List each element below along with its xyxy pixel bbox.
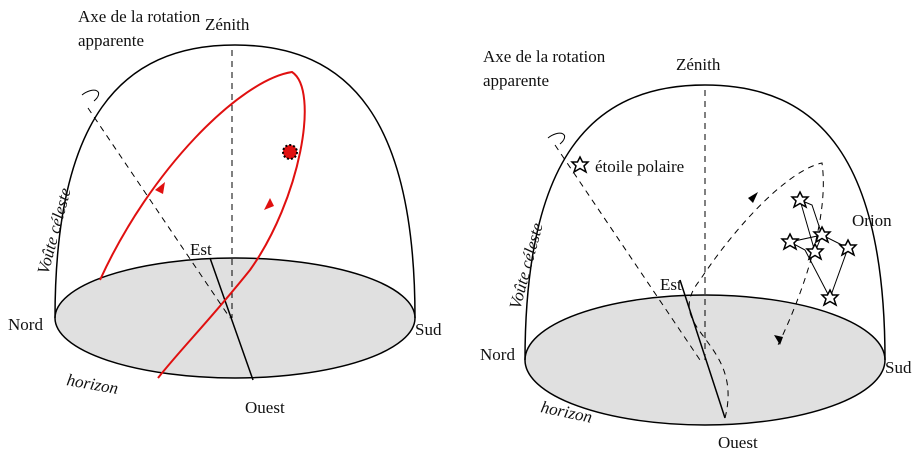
east-label: Est bbox=[190, 240, 212, 259]
orion-label: Orion bbox=[852, 211, 892, 230]
arrow bbox=[774, 335, 783, 345]
arrow bbox=[748, 192, 758, 203]
sun-path bbox=[99, 70, 306, 379]
polaris bbox=[571, 156, 589, 173]
horizon-plane bbox=[54, 257, 416, 379]
axis-label: apparente bbox=[483, 71, 549, 90]
star bbox=[839, 239, 857, 256]
south-label: Sud bbox=[415, 320, 442, 339]
axis-label: Axe de la rotation bbox=[78, 7, 201, 26]
axis-label: Axe de la rotation bbox=[483, 47, 606, 66]
right-diagram: Axe de la rotation apparente Zénith étoi… bbox=[480, 47, 912, 452]
zenith-label: Zénith bbox=[676, 55, 721, 74]
left-diagram: Axe de la rotation apparente Zénith Voût… bbox=[8, 7, 442, 417]
west-label: Ouest bbox=[245, 398, 285, 417]
east-label: Est bbox=[660, 275, 682, 294]
star bbox=[791, 191, 809, 208]
orion-lines bbox=[788, 199, 849, 300]
arrow bbox=[264, 198, 274, 210]
star bbox=[781, 233, 799, 250]
sun bbox=[282, 144, 298, 160]
axis-line bbox=[87, 107, 231, 319]
axis-label: apparente bbox=[78, 31, 144, 50]
north-label: Nord bbox=[8, 315, 43, 334]
star-path bbox=[688, 162, 824, 419]
rotation-symbol bbox=[81, 89, 100, 102]
star bbox=[813, 226, 831, 243]
dome bbox=[524, 84, 886, 361]
zenith-label: Zénith bbox=[205, 15, 250, 34]
vault-label: Voûte céleste bbox=[34, 185, 75, 276]
polaris-label: étoile polaire bbox=[595, 157, 684, 176]
south-label: Sud bbox=[885, 358, 912, 377]
north-label: Nord bbox=[480, 345, 515, 364]
vault-label: Voûte céleste bbox=[506, 220, 547, 311]
west-label: Ouest bbox=[718, 433, 758, 452]
east-west-line bbox=[679, 279, 726, 419]
rotation-symbol bbox=[547, 132, 566, 145]
east-west-line bbox=[209, 257, 254, 381]
horizon-label: horizon bbox=[65, 370, 119, 398]
star bbox=[821, 289, 839, 306]
dome bbox=[54, 44, 416, 319]
star bbox=[806, 243, 824, 260]
arrow bbox=[155, 182, 165, 194]
